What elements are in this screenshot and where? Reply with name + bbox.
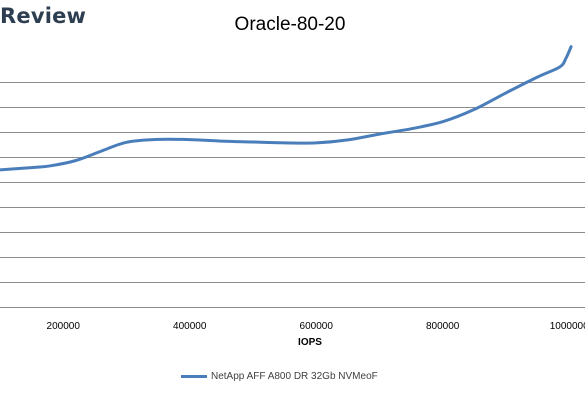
review-logo: Review [0, 4, 87, 28]
legend: NetApp AFF A800 DR 32Gb NVMeoF [181, 371, 378, 382]
x-tick-label: 200000 [47, 321, 81, 332]
x-tick-label: 600000 [300, 321, 334, 332]
legend-label: NetApp AFF A800 DR 32Gb NVMeoF [211, 371, 378, 382]
x-tick-label: 800000 [426, 321, 460, 332]
x-tick-label: 1000000 [550, 321, 585, 332]
x-axis-label: IOPS [298, 337, 322, 348]
x-tick-labels: 200000 400000 600000 800000 1000000 [47, 321, 585, 332]
grid-lines [0, 82, 585, 308]
series-line [0, 45, 573, 172]
chart-title: Oracle-80-20 [234, 14, 346, 35]
series-lines [0, 45, 573, 172]
x-tick-label: 400000 [173, 321, 207, 332]
legend-swatch [181, 375, 207, 378]
